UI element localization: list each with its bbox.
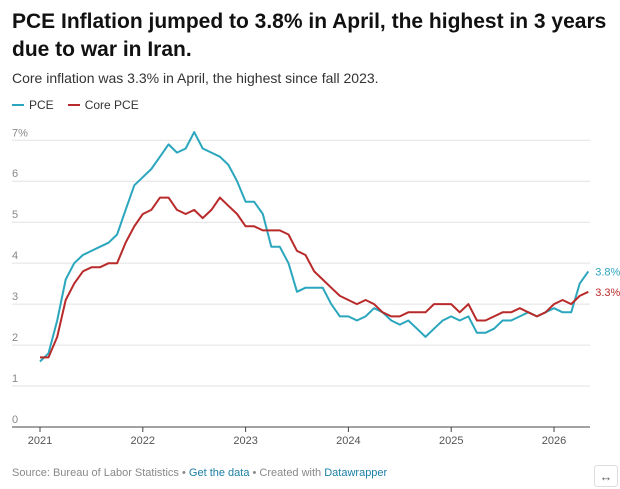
get-data-link[interactable]: Get the data — [188, 467, 250, 479]
datawrapper-link[interactable]: Datawrapper — [324, 467, 388, 479]
y-tick-label: 5 — [12, 209, 18, 221]
x-tick-label: 2026 — [542, 435, 566, 447]
x-tick-label: 2022 — [131, 435, 155, 447]
footer: Source: Bureau of Labor Statistics • Get… — [12, 467, 387, 479]
x-tick-label: 2024 — [336, 435, 360, 447]
series-line-core-pce — [40, 196, 589, 359]
legend: PCE Core PCE — [12, 98, 139, 112]
end-label-core-pce: 3.3% — [595, 287, 620, 299]
legend-label-core-pce: Core PCE — [84, 98, 139, 112]
legend-label-pce: PCE — [29, 98, 54, 112]
y-tick-label: 6 — [12, 168, 18, 180]
y-tick-label: 1 — [12, 373, 18, 385]
x-axis: 2021 2022 2023 2024 2025 2026 — [28, 427, 566, 447]
footer-separator: • — [178, 467, 189, 479]
end-label-pce: 3.8% — [595, 266, 620, 278]
y-tick-label: 4 — [12, 250, 18, 262]
legend-item-pce: PCE — [12, 98, 54, 112]
series-lines — [39, 131, 590, 363]
y-tick-label: 0 — [12, 414, 18, 426]
end-labels: 3.8% 3.3% — [595, 266, 620, 298]
chart-title: PCE Inflation jumped to 3.8% in April, t… — [12, 10, 607, 61]
x-tick-label: 2021 — [28, 435, 52, 447]
x-tick-label: 2023 — [233, 435, 257, 447]
y-axis-labels: 0 1 2 3 4 5 6 7% — [12, 127, 28, 426]
footer-separator: • Created with — [249, 467, 325, 479]
source-text: Source: Bureau of Labor Statistics — [12, 467, 179, 479]
legend-swatch-pce — [12, 104, 24, 106]
grid-lines — [12, 139, 590, 428]
x-tick-label: 2025 — [439, 435, 463, 447]
chart-subtitle: Core inflation was 3.3% in April, the hi… — [12, 70, 379, 86]
y-tick-label: 7% — [12, 127, 28, 139]
series-line-pce — [39, 131, 590, 363]
legend-swatch-core-pce — [67, 104, 80, 106]
legend-item-core-pce: Core PCE — [67, 98, 139, 112]
expand-icon[interactable]: ↔ — [594, 465, 618, 487]
y-tick-label: 2 — [12, 332, 18, 344]
y-tick-label: 3 — [12, 291, 18, 303]
